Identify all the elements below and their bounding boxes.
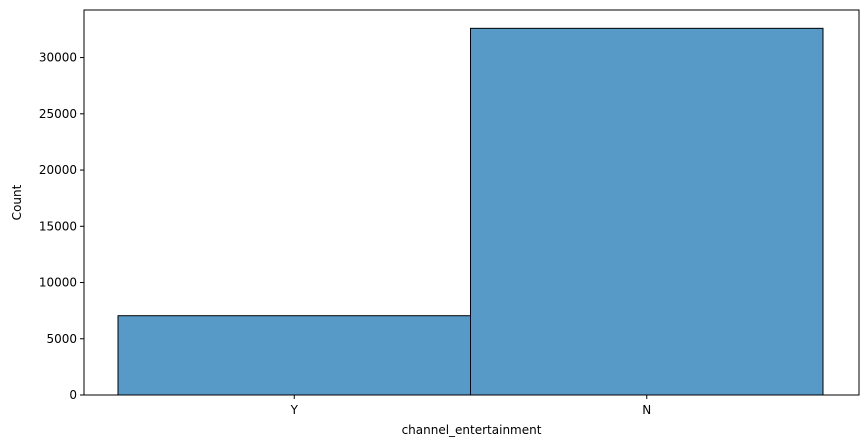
y-tick-label: 20000 xyxy=(39,163,77,177)
y-tick-label: 10000 xyxy=(39,276,77,290)
x-axis-label: channel_entertainment xyxy=(402,423,542,437)
bar-y xyxy=(117,315,471,396)
y-tick-label: 15000 xyxy=(39,219,77,233)
bar-n xyxy=(470,27,824,396)
y-tick-label: 5000 xyxy=(46,332,77,346)
y-tick-label: 30000 xyxy=(39,51,77,65)
x-tick-label: N xyxy=(642,403,651,417)
y-tick-label: 0 xyxy=(69,388,77,402)
plot-frame xyxy=(83,9,860,396)
y-tick-label: 25000 xyxy=(39,107,77,121)
bars-group xyxy=(117,27,824,396)
y-axis-label: Count xyxy=(10,184,24,220)
y-axis-ticks: 0 5000 10000 15000 20000 25000 30000 xyxy=(39,51,84,402)
x-tick-label: Y xyxy=(290,403,299,417)
